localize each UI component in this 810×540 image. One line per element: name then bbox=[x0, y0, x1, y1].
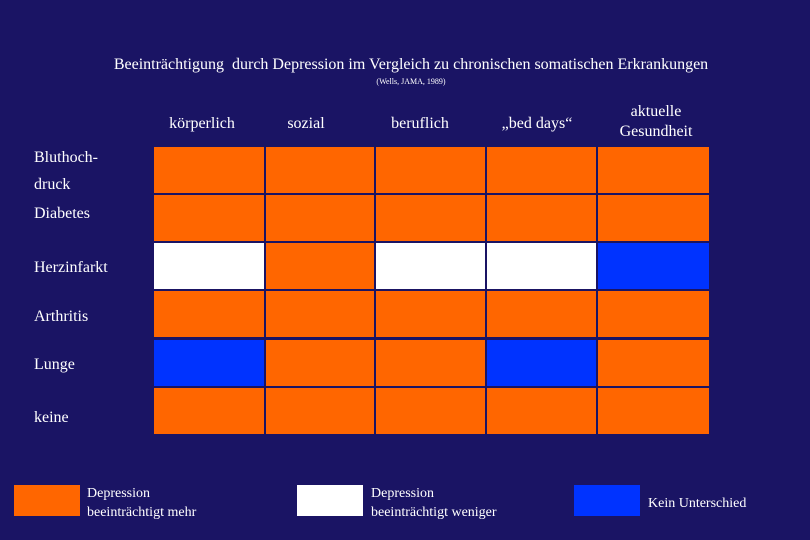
row-label-lunge: Lunge bbox=[34, 356, 75, 373]
column-header-beruflich: beruflich bbox=[391, 115, 449, 132]
matrix-cell bbox=[487, 243, 596, 289]
matrix-cell bbox=[487, 388, 596, 434]
matrix-cell bbox=[376, 340, 485, 386]
matrix-cell bbox=[376, 291, 485, 337]
matrix-cell bbox=[266, 388, 374, 434]
matrix-cell bbox=[154, 291, 264, 337]
matrix-cell bbox=[154, 388, 264, 434]
column-header-koerperlich: körperlich bbox=[169, 115, 235, 132]
matrix-cell bbox=[266, 291, 374, 337]
matrix-cell bbox=[266, 340, 374, 386]
matrix-cell bbox=[154, 195, 264, 241]
comparison-grid bbox=[154, 145, 710, 439]
legend-swatch-less bbox=[297, 485, 363, 516]
matrix-cell bbox=[598, 147, 709, 193]
row-label-keine: keine bbox=[34, 409, 69, 426]
matrix-cell bbox=[154, 243, 264, 289]
matrix-cell bbox=[598, 291, 709, 337]
matrix-cell bbox=[266, 147, 374, 193]
legend-label-none: Kein Unterschied bbox=[648, 496, 747, 511]
legend-swatch-more bbox=[14, 485, 80, 516]
row-label-diabetes: Diabetes bbox=[34, 205, 90, 222]
column-header-bed-days: „bed days“ bbox=[501, 115, 573, 132]
matrix-cell bbox=[598, 340, 709, 386]
matrix-cell bbox=[266, 195, 374, 241]
matrix-cell bbox=[487, 195, 596, 241]
row-label-arthritis: Arthritis bbox=[34, 308, 89, 325]
chart-title: Beeinträchtigung durch Depression im Ver… bbox=[113, 56, 709, 73]
matrix-cell bbox=[598, 195, 709, 241]
legend-label-less: Depression beeinträchtigt weniger bbox=[371, 486, 497, 520]
row-label-bluthochdruck: Bluthoch- druck bbox=[34, 149, 98, 193]
column-header-sozial: sozial bbox=[287, 115, 325, 132]
matrix-cell bbox=[487, 340, 596, 386]
legend-swatch-none bbox=[574, 485, 640, 516]
matrix-cell bbox=[376, 243, 485, 289]
source-citation: (Wells, JAMA, 1989) bbox=[376, 77, 446, 86]
matrix-cell bbox=[598, 243, 709, 289]
matrix-cell bbox=[598, 388, 709, 434]
column-header-aktuelle-gesundheit: aktuelle Gesundheit bbox=[619, 103, 693, 140]
matrix-cell bbox=[376, 147, 485, 193]
legend-label-more: Depression beeinträchtigt mehr bbox=[87, 486, 197, 520]
matrix-cell bbox=[266, 243, 374, 289]
matrix-cell bbox=[154, 340, 264, 386]
row-label-herzinfarkt: Herzinfarkt bbox=[34, 259, 108, 276]
matrix-cell bbox=[487, 291, 596, 337]
matrix-cell bbox=[376, 195, 485, 241]
matrix-cell bbox=[376, 388, 485, 434]
matrix-cell bbox=[487, 147, 596, 193]
matrix-cell bbox=[154, 147, 264, 193]
